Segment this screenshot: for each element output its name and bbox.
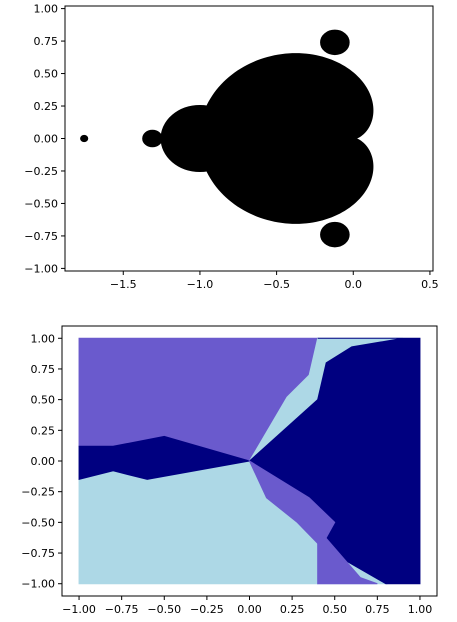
newton-fractal-axis-ticks: −1.00 −0.75 −0.50 −0.25 0.00 0.25 0.50 0.75 1.00…: [21, 332, 432, 616]
newton-fractal-x-tick-label: 0.00: [237, 603, 262, 616]
newton-basin-region: [78, 435, 250, 481]
newton-fractal-y-tick-label: 0.75: [31, 363, 56, 376]
newton-fractal-y-tick-label: 1.00: [31, 332, 56, 345]
mandelbrot-bulb: [320, 221, 350, 248]
newton-fractal-x-tick-label: −1.00: [62, 603, 96, 616]
mandelbrot-y-tick-label: 0.75: [34, 35, 59, 48]
mandelbrot-y-tick-label: −0.50: [24, 197, 58, 210]
mandelbrot-axes-frame: [64, 5, 434, 272]
mandelbrot-bulb: [80, 134, 89, 143]
newton-fractal-axes-frame: [61, 325, 438, 597]
newton-fractal-y-tick-label: −0.50: [21, 516, 55, 529]
mandelbrot-y-tick-label: 1.00: [34, 3, 59, 16]
newton-fractal-x-tick-label: −0.75: [105, 603, 139, 616]
mandelbrot-x-tick-label: −0.5: [263, 278, 290, 291]
newton-fractal-x-tick-label: 0.50: [322, 603, 347, 616]
mandelbrot-x-tick-label: 0.5: [421, 278, 439, 291]
mandelbrot-axis-ticks: −1.5 −1.0 −0.5 0.0 0.5 1.00 0.75 0.50 0.25 0.00 −0…: [24, 3, 438, 291]
newton-basin-region: [317, 527, 378, 585]
newton-fractal-x-tick-label: −0.25: [190, 603, 224, 616]
mandelbrot-y-tick-label: −0.25: [24, 165, 58, 178]
mandelbrot-y-tick-label: −0.75: [24, 230, 58, 243]
newton-fractal-x-tick-label: 1.00: [408, 603, 433, 616]
mandelbrot-x-tick-label: −1.0: [187, 278, 214, 291]
newton-fractal-x-tick-label: 0.25: [280, 603, 305, 616]
mandelbrot-y-tick-label: 0.25: [34, 100, 59, 113]
newton-fractal-y-tick-label: 0.25: [31, 424, 56, 437]
mandelbrot-x-tick-label: −1.5: [110, 278, 137, 291]
mandelbrot-bulb: [142, 129, 163, 148]
mandelbrot-y-tick-label: −1.00: [24, 262, 58, 275]
newton-fractal-y-tick-label: −0.25: [21, 486, 55, 499]
newton-fractal-plot-area: [78, 337, 421, 585]
newton-fractal-y-tick-label: −0.75: [21, 547, 55, 560]
newton-fractal-x-tick-label: 0.75: [365, 603, 390, 616]
newton-fractal-y-tick-label: 0.00: [31, 455, 56, 468]
newton-fractal-y-tick-label: 0.50: [31, 394, 56, 407]
mandelbrot-bulb: [320, 29, 350, 56]
mandelbrot-plot-area: [80, 29, 374, 248]
mandelbrot-y-tick-label: 0.00: [34, 133, 59, 146]
mandelbrot-chart: −1.5 −1.0 −0.5 0.0 0.5 1.00 0.75 0.50 0.25 0.00 −0…: [24, 3, 438, 291]
mandelbrot-bulb: [160, 105, 240, 172]
newton-fractal-chart: −1.00 −0.75 −0.50 −0.25 0.00 0.25 0.50 0.75 1.00…: [21, 325, 438, 616]
newton-fractal-x-tick-label: −0.50: [147, 603, 181, 616]
mandelbrot-y-tick-label: 0.50: [34, 68, 59, 81]
mandelbrot-x-tick-label: 0.0: [345, 278, 363, 291]
newton-fractal-y-tick-label: −1.00: [21, 578, 55, 591]
